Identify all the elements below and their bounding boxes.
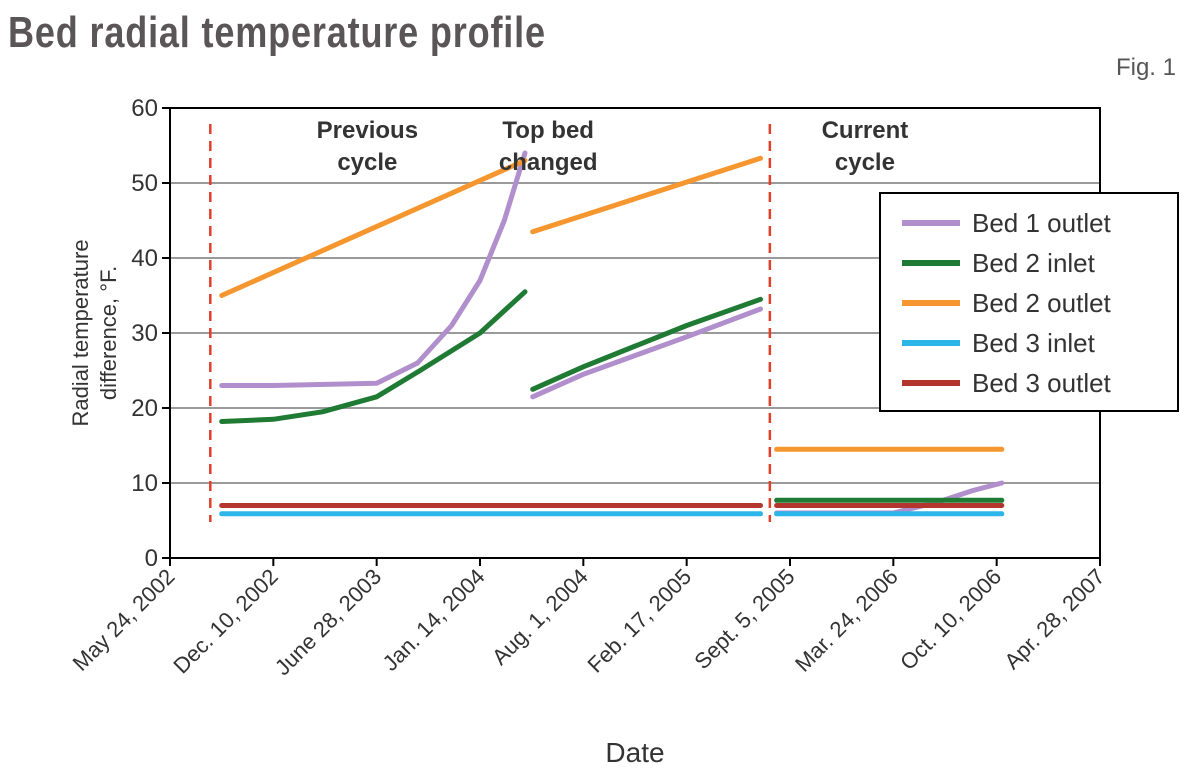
x-tick-label: Aug. 1, 2004	[487, 564, 593, 670]
x-tick-label: June 28, 2003	[270, 564, 386, 680]
x-tick-label: Feb. 17, 2005	[583, 564, 697, 678]
y-tick-label: 30	[131, 320, 158, 347]
y-tick-label: 10	[131, 470, 158, 497]
chart-title: Bed radial temperature profile	[8, 8, 546, 57]
x-tick-label: Dec. 10, 2002	[168, 564, 283, 679]
series-line	[219, 289, 528, 424]
series-lines	[219, 150, 1005, 517]
annotation-text: cycle	[835, 149, 895, 176]
annotations: Previous cycle Top bed changed Current cycle	[317, 117, 909, 176]
x-tick-label: Mar. 24, 2006	[790, 564, 903, 677]
legend-label: Bed 3 inlet	[972, 328, 1096, 358]
x-axis-label: Date	[605, 737, 664, 768]
cycle-markers	[209, 124, 772, 522]
figure-label: Fig. 1	[1115, 54, 1176, 81]
legend-label: Bed 2 outlet	[972, 288, 1112, 318]
y-axis-label: Radial temperature	[68, 239, 93, 426]
x-tick-label: May 24, 2002	[68, 564, 180, 676]
annotation-text: Top bed	[502, 117, 594, 144]
x-tick-label: Jan. 14, 2004	[378, 564, 490, 676]
y-axis-ticks: 0 10 20 30 40 50 60	[131, 95, 170, 572]
y-tick-label: 60	[131, 95, 158, 122]
annotation-text: Previous	[317, 117, 418, 144]
y-axis-label-line-2: difference, °F.	[96, 266, 121, 400]
annotation-text: cycle	[337, 149, 397, 176]
x-tick-label: Sept. 5, 2005	[689, 564, 799, 674]
series-line	[530, 306, 763, 400]
x-tick-label: Oct. 10, 2006	[895, 564, 1006, 675]
legend-label: Bed 1 outlet	[972, 208, 1112, 238]
annotation-text: changed	[499, 149, 598, 176]
y-tick-label: 20	[131, 395, 158, 422]
legend: Bed 1 outlet Bed 2 inlet Bed 2 outlet Bed 3…	[879, 192, 1179, 412]
legend-label: Bed 3 outlet	[972, 368, 1112, 398]
series-line	[219, 158, 528, 298]
annotation-text: Current	[822, 117, 909, 144]
series-line	[530, 296, 763, 392]
y-tick-label: 50	[131, 170, 158, 197]
x-tick-label: Apr. 28, 2007	[999, 564, 1109, 674]
y-tick-label: 0	[145, 545, 158, 572]
series-line	[530, 155, 763, 235]
legend-label: Bed 2 inlet	[972, 248, 1096, 278]
y-tick-label: 40	[131, 245, 158, 272]
series-line	[219, 150, 528, 388]
